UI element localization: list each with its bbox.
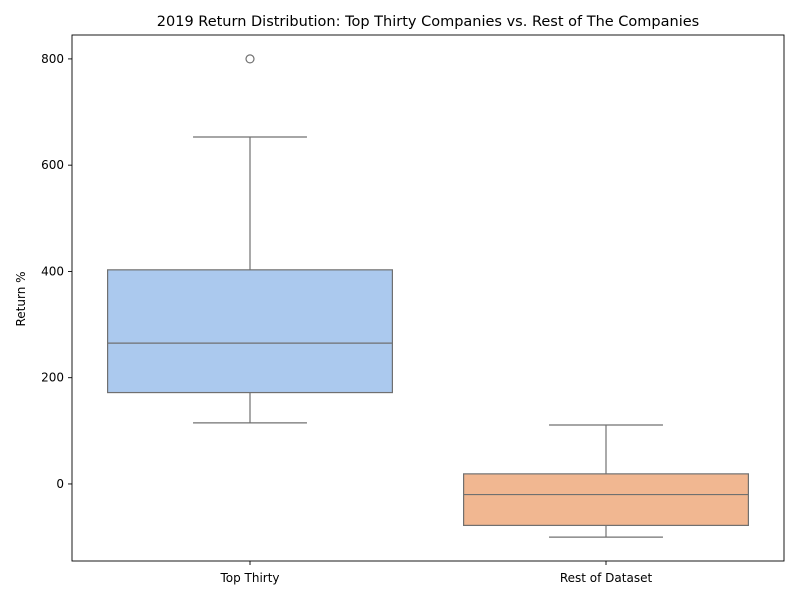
y-tick-label: 400: [41, 264, 64, 278]
box-group: [463, 424, 749, 538]
iqr-box: [463, 473, 749, 527]
y-tick-label: 0: [56, 477, 64, 491]
x-axis: Top Thirty Rest of Dataset: [219, 561, 652, 585]
y-axis: 0 200 400 600 800: [41, 52, 72, 491]
y-tick-label: 800: [41, 52, 64, 66]
plot-area: [106, 54, 749, 538]
iqr-box: [106, 269, 393, 394]
axes-frame: [71, 34, 785, 562]
box-group: [106, 54, 393, 424]
x-tick-label: Rest of Dataset: [560, 571, 653, 585]
y-axis-label: Return %: [14, 271, 28, 326]
y-tick-label: 200: [41, 371, 64, 385]
chart-title: 2019 Return Distribution: Top Thirty Com…: [157, 14, 699, 30]
outlier-point: [245, 54, 255, 64]
x-tick-label: Top Thirty: [219, 571, 279, 585]
y-tick-label: 600: [41, 158, 64, 172]
